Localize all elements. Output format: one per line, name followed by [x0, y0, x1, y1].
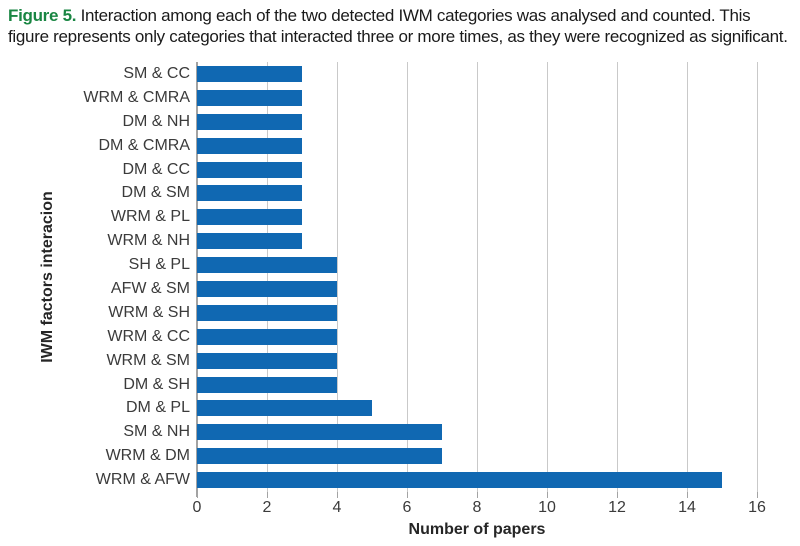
gridline — [547, 62, 548, 492]
x-tick-label: 12 — [608, 499, 626, 516]
bar-wrm-and-afw — [197, 472, 722, 489]
x-tick-label: 4 — [332, 499, 342, 516]
gridline — [407, 62, 408, 492]
x-axis-tick — [267, 492, 268, 498]
gridline — [617, 62, 618, 492]
category-label: WRM & DM — [105, 447, 190, 465]
x-axis-title: Number of papers — [408, 521, 546, 538]
category-label: WRM & AFW — [95, 471, 190, 489]
y-axis-line — [196, 62, 198, 497]
gridline — [337, 62, 338, 492]
plot-area — [196, 62, 758, 498]
category-label: DM & SM — [121, 184, 190, 202]
bar-sh-and-pl — [197, 257, 337, 274]
gridline — [687, 62, 688, 492]
bar-dm-and-nh — [197, 113, 302, 130]
x-axis-tick — [337, 492, 338, 498]
x-tick-label: 14 — [678, 499, 696, 516]
bar-dm-and-sh — [197, 376, 337, 393]
bar-wrm-and-nh — [197, 233, 302, 250]
category-label: WRM & SM — [106, 351, 190, 369]
category-axis-labels: SM & CC WRM & CMRA DM & NH DM & CMRA DM & CC… — [0, 62, 190, 492]
bar-sm-and-cc — [197, 65, 302, 82]
bar-wrm-and-dm — [197, 448, 442, 465]
bar-wrm-and-cc — [197, 328, 337, 345]
figure-caption-label: Figure 5. — [8, 6, 77, 25]
x-axis-tick — [687, 492, 688, 498]
category-label: WRM & NH — [107, 232, 190, 250]
x-tick-label: 10 — [538, 499, 556, 516]
category-label: WRM & SH — [108, 303, 190, 321]
bar-sm-and-nh — [197, 424, 442, 441]
category-label: DM & CC — [122, 160, 190, 178]
x-axis-tick — [477, 492, 478, 498]
category-label: DM & NH — [122, 112, 190, 130]
bar-dm-and-sm — [197, 185, 302, 202]
category-label: SH & PL — [128, 256, 190, 274]
bar-wrm-and-pl — [197, 209, 302, 226]
x-axis-tick — [757, 492, 758, 498]
category-label: DM & CMRA — [98, 136, 190, 154]
bar-dm-and-pl — [197, 400, 372, 417]
category-label: DM & PL — [125, 399, 190, 417]
x-tick-label: 16 — [748, 499, 766, 516]
x-tick-label: 6 — [402, 499, 412, 516]
gridline — [267, 62, 268, 492]
x-axis-tick — [617, 492, 618, 498]
bar-wrm-and-cmra — [197, 89, 302, 106]
gridline — [477, 62, 478, 492]
category-label: WRM & CMRA — [83, 88, 190, 106]
category-label: WRM & CC — [107, 327, 190, 345]
bar-wrm-and-sm — [197, 352, 337, 369]
x-axis-tick — [407, 492, 408, 498]
bar-dm-and-cmra — [197, 137, 302, 154]
x-tick-label: 8 — [472, 499, 482, 516]
x-axis-tick — [547, 492, 548, 498]
bar-dm-and-cc — [197, 161, 302, 178]
figure-caption-text: Interaction among each of the two detect… — [8, 6, 788, 46]
category-label: SM & CC — [123, 65, 190, 82]
figure-caption: Figure 5. Interaction among each of the … — [8, 6, 794, 47]
x-tick-label: 2 — [262, 499, 272, 516]
category-label: DM & SH — [123, 375, 190, 393]
category-label: AFW & SM — [110, 280, 190, 297]
x-tick-label: 0 — [192, 499, 202, 516]
x-axis-tick-labels: 0 2 4 6 8 10 12 14 16 — [193, 499, 766, 517]
bar-wrm-and-sh — [197, 304, 337, 321]
x-axis-tick — [197, 492, 198, 498]
category-label: WRM & PL — [110, 208, 190, 226]
bar-afw-and-sm — [197, 280, 337, 297]
gridline — [757, 62, 758, 492]
category-label: SM & NH — [123, 423, 190, 441]
